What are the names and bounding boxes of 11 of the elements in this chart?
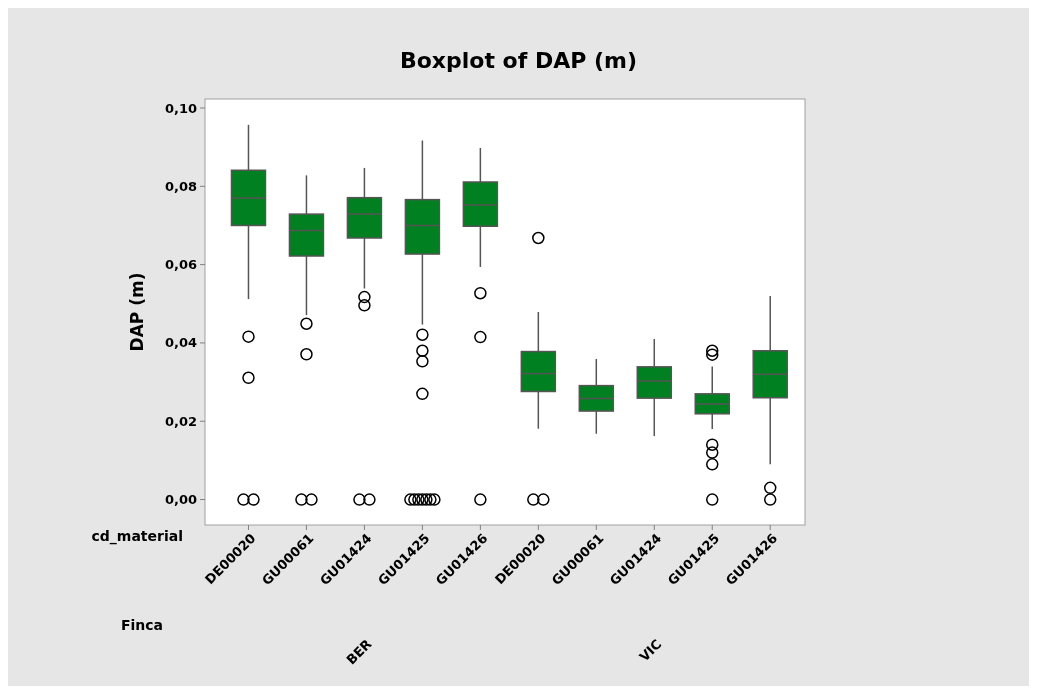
y-tick-label: 0,02 bbox=[164, 413, 197, 429]
y-tick-label: 0,10 bbox=[164, 100, 197, 116]
text: Finca bbox=[120, 617, 163, 633]
x-axis-title: cd_material bbox=[91, 528, 183, 545]
chart-title: Boxplot of DAP (m) bbox=[399, 48, 638, 73]
y-tick-label: 0,00 bbox=[164, 492, 197, 508]
text: VIC bbox=[636, 636, 665, 665]
y-tick-label: 0,06 bbox=[164, 257, 197, 273]
y-tick-label: 0,04 bbox=[164, 335, 197, 351]
y-axis-title: DAP (m) bbox=[127, 272, 147, 352]
y-tick-label: 0,08 bbox=[164, 178, 197, 194]
